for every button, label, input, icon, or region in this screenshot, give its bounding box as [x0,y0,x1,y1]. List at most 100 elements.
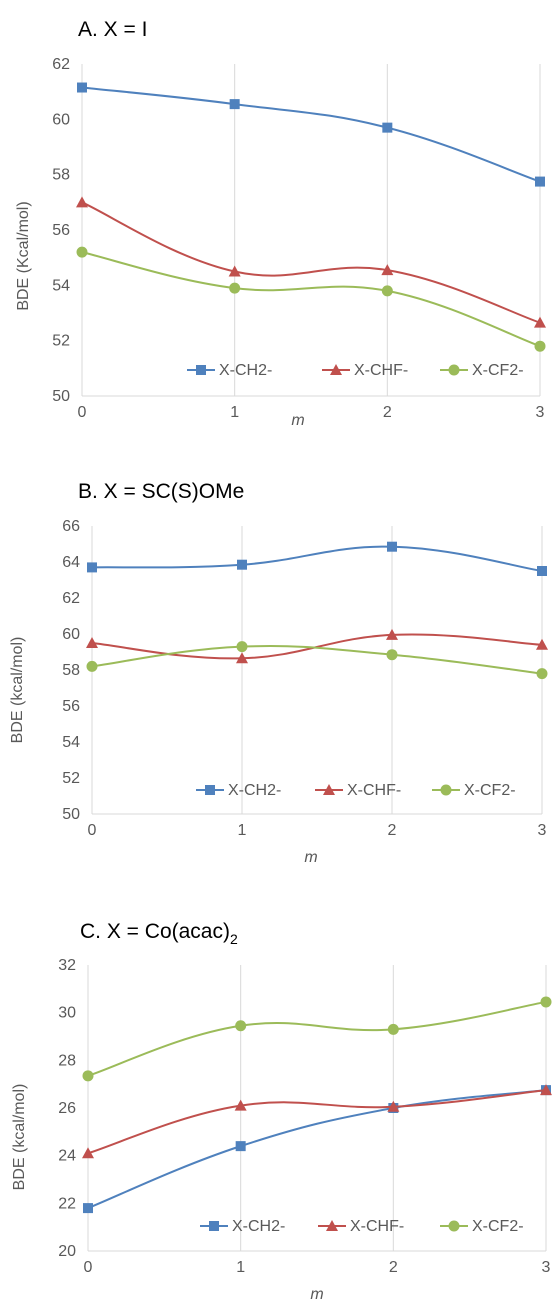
panel-a-series-line-x-chf [81,201,541,324]
panel-c-x-tick-label: 1 [236,1259,245,1276]
panel-b-y-tick-label: 62 [62,590,80,607]
panel-b-legend-label: X-CF2- [464,782,516,799]
panel-b-data-point [386,628,398,640]
panel-b-y-tick-label: 50 [62,806,80,823]
panel-c-data-point [235,1141,246,1152]
panel-c-legend-label: X-CHF- [350,1218,404,1235]
panel-a-legend-item: X-CH2- [187,362,272,379]
panel-b-data-point [536,668,548,680]
panel-b-data-point [87,562,97,573]
panel-a-data-point [382,122,393,133]
panel-a-y-tick-label: 54 [52,277,70,294]
panel-b-y-tick-label: 58 [62,662,80,679]
panel-b-legend-label: X-CH2- [228,782,281,799]
panel-c-y-axis-label: BDE (kcal/mol) [11,1084,28,1191]
panel-c-data-point [234,1099,247,1111]
panel-a-data-point [534,316,546,328]
panel-a-x-tick-label: 3 [536,404,545,421]
panel-c-x-tick-label: 0 [84,1259,93,1276]
panel-b-x-tick-label: 3 [538,822,547,839]
panel-b-y-tick-label: 64 [62,554,80,571]
panel-b-series-line-x-cf2 [91,645,543,675]
panel-a: A. X = I 50 52 54 56 58 60 62 0 1 2 3 X-CH2- X-CHF- X… [15,18,546,429]
panel-a-data-point [381,285,393,297]
panel-a-legend-item: X-CHF- [322,362,408,379]
panel-c-x-axis-label: m [310,1286,323,1303]
panel-b-legend-marker [440,784,452,796]
panel-b-data-point [537,566,547,576]
panel-c-legend-item: X-CHF- [318,1218,404,1235]
panel-b-y-tick-label: 66 [62,518,80,535]
panel-a-x-tick-label: 0 [78,404,87,421]
panel-b-data-point [536,638,548,650]
panel-a-y-tick-label: 52 [52,333,70,350]
panel-c-x-tick-label: 3 [542,1259,551,1276]
panel-c-y-tick-label: 20 [58,1243,76,1260]
panel-c-data-point [82,1147,94,1159]
panel-c-series-line-x-cf2 [87,1000,547,1077]
panel-c-y-tick-label: 30 [58,1005,76,1022]
panel-c-legend-item: X-CH2- [200,1218,285,1235]
panel-c-data-point [540,996,552,1008]
panel-c-legend-item: X-CF2- [440,1218,524,1235]
panel-a-data-point [534,340,546,352]
panel-c-series-line-x-ch2 [87,1089,547,1210]
panel-c-data-point [235,1020,247,1032]
panel-a-plot: 50 52 54 56 58 60 62 0 1 2 3 X-CH2- X-CHF- X-CF2- [52,56,546,421]
panel-a-title: A. X = I [78,18,147,41]
panel-a-legend-label: X-CH2- [219,362,272,379]
panel-b-legend-label: X-CHF- [347,782,401,799]
panel-a-series-line-x-ch2 [81,86,541,183]
panel-c-data-point [82,1070,94,1082]
panel-a-legend-label: X-CF2- [472,362,524,379]
panel-c-data-point [540,1084,552,1096]
panel-c: C. X = Co(acac)2 20 22 24 26 28 30 32 0 1 2 3 X-CH2… [11,920,552,1303]
panel-b-x-tick-label: 2 [388,822,397,839]
panel-b-y-tick-label: 60 [62,626,80,643]
panel-c-data-point [387,1023,399,1035]
panel-b-series-line-x-ch2 [91,545,543,572]
panel-a-data-point [228,265,241,277]
panel-c-legend-label: X-CF2- [472,1218,524,1235]
panel-c-plot: 20 22 24 26 28 30 32 0 1 2 3 X-CH2- X-CHF- X-CF2- [58,957,552,1276]
panel-a-legend-marker [448,364,460,376]
panel-a-legend-marker [330,364,342,375]
panel-b-legend-item: X-CH2- [196,782,281,799]
panel-b-data-point [86,660,98,672]
panel-c-legend-label: X-CH2- [232,1218,285,1235]
panel-b-plot: 50 52 54 56 58 60 62 64 66 0 1 2 3 X-CH2- X-CHF- X-CF2- [62,518,548,839]
panel-b-data-point [387,541,397,552]
panel-a-x-axis-label: m [291,412,304,429]
panel-c-x-tick-label: 2 [389,1259,398,1276]
panel-b-y-tick-label: 52 [62,770,80,787]
panel-b-data-point [236,652,248,664]
panel-a-legend-label: X-CHF- [354,362,408,379]
panel-a-legend-item: X-CF2- [440,362,524,379]
panel-a-y-tick-label: 50 [52,388,70,405]
panel-a-data-point [76,246,88,258]
panel-a-series-line-x-cf2 [81,251,541,348]
panel-c-y-tick-label: 24 [58,1148,76,1165]
panel-b-x-tick-label: 1 [238,822,247,839]
panel-b-data-point [86,637,98,648]
panel-a-y-axis-label: BDE (Kcal/mol) [15,201,32,310]
panel-c-y-tick-label: 22 [58,1195,76,1212]
panel-b-legend-marker [205,785,215,795]
panel-b-y-tick-label: 54 [62,734,80,751]
panel-c-data-point [83,1203,93,1214]
panel-a-x-tick-label: 1 [230,404,239,421]
panel-a-y-tick-label: 58 [52,167,70,184]
panel-b-y-axis-label: BDE (kcal/mol) [9,637,26,744]
panel-b-x-tick-label: 0 [88,822,97,839]
panel-a-legend-marker [196,365,206,375]
panel-b-data-point [386,649,398,661]
panel-c-y-tick-label: 32 [58,957,76,974]
panel-b-y-tick-label: 56 [62,698,80,715]
panel-c-series-line-x-chf [87,1089,547,1155]
panel-a-data-point [77,82,87,93]
panel-b-data-point [237,559,247,570]
panel-b-legend-marker [323,784,335,795]
panel-c-legend-marker [209,1221,219,1231]
panel-b-title: B. X = SC(S)OMe [78,480,244,503]
